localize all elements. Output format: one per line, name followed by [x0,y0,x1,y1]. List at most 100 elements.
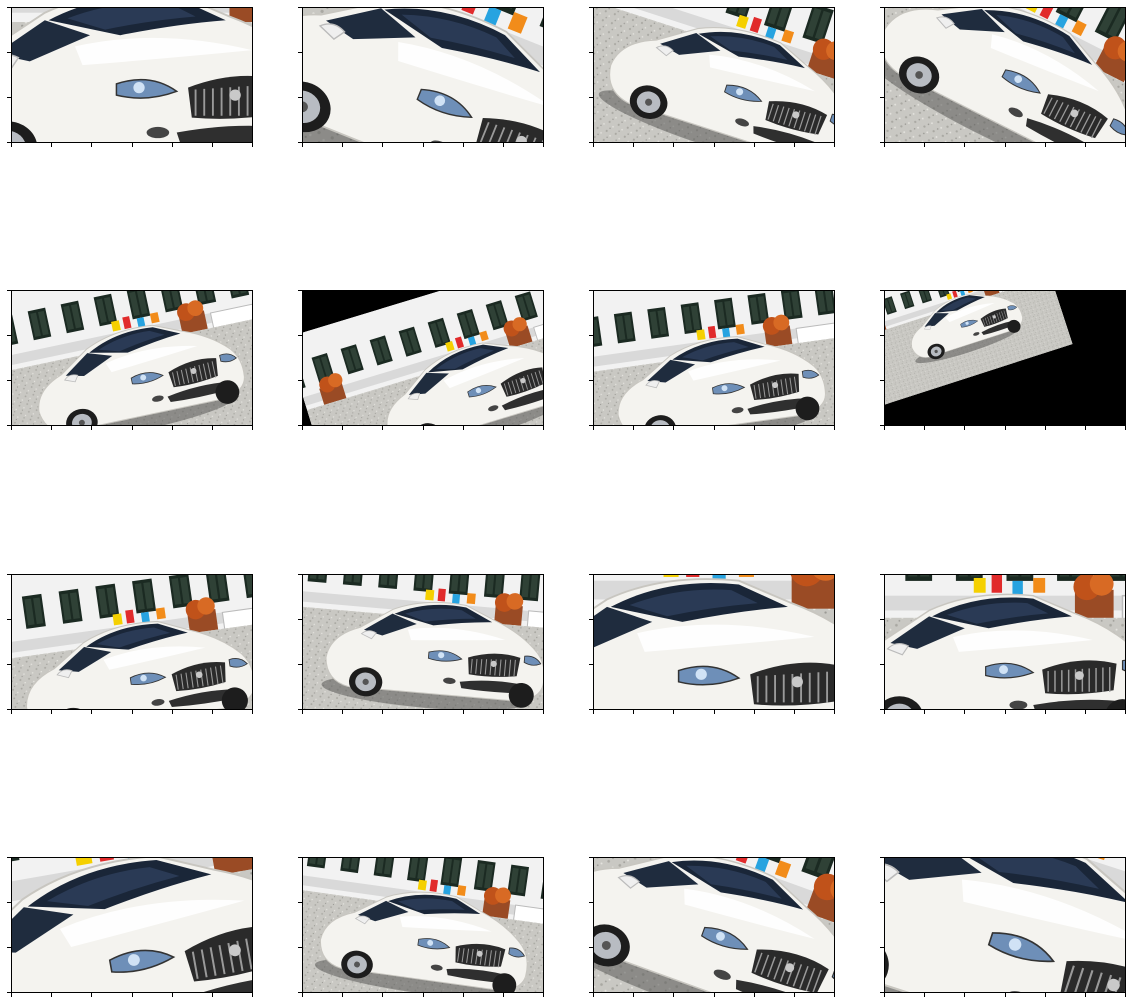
augmented-car-panel [11,7,253,143]
y-axis-tick [7,7,11,8]
x-axis-tick [423,143,424,147]
y-axis-tick [7,664,11,665]
x-axis-tick [543,710,544,714]
x-axis-tick [754,710,755,714]
augmented-car-panel [593,7,835,143]
y-axis-tick [7,992,11,993]
y-axis-tick [589,335,593,336]
x-axis-tick [1125,143,1126,147]
augmented-car-panel [302,7,544,143]
x-axis-tick [252,143,253,147]
x-axis-tick [132,710,133,714]
x-axis-tick [11,143,12,147]
x-axis-tick [423,426,424,430]
car-photo [12,291,252,425]
y-axis-tick [880,574,884,575]
y-axis-tick [298,857,302,858]
y-axis-tick [7,52,11,53]
x-axis-tick [172,993,173,997]
x-axis-tick [794,143,795,147]
y-axis-tick [298,709,302,710]
x-axis-tick [794,993,795,997]
x-axis-tick [51,993,52,997]
y-axis-tick [298,425,302,426]
x-axis-tick [1005,993,1006,997]
x-axis-tick [172,710,173,714]
x-axis-tick [714,143,715,147]
x-axis-tick [633,426,634,430]
x-axis-tick [884,993,885,997]
augmented-car-panel [593,290,835,426]
y-axis-tick [589,97,593,98]
y-axis-tick [589,52,593,53]
y-axis-tick [880,902,884,903]
x-axis-tick [673,993,674,997]
y-axis-tick [7,619,11,620]
x-axis-tick [964,993,965,997]
x-axis-tick [172,426,173,430]
x-axis-tick [754,143,755,147]
x-axis-tick [342,143,343,147]
y-axis-tick [880,709,884,710]
x-axis-tick [91,710,92,714]
augmented-car-panel [884,290,1126,426]
car-photo [303,8,543,142]
x-axis-tick [11,426,12,430]
x-axis-tick [463,710,464,714]
y-axis-tick [589,709,593,710]
x-axis-tick [302,143,303,147]
y-axis-tick [880,664,884,665]
y-axis-tick [298,7,302,8]
y-axis-tick [7,902,11,903]
x-axis-tick [51,143,52,147]
x-axis-tick [423,993,424,997]
x-axis-tick [673,143,674,147]
x-axis-tick [132,426,133,430]
x-axis-tick [1125,426,1126,430]
x-axis-tick [302,710,303,714]
car-photo [594,8,834,142]
x-axis-tick [543,993,544,997]
y-axis-tick [7,290,11,291]
x-axis-tick [543,143,544,147]
x-axis-tick [673,426,674,430]
x-axis-tick [503,426,504,430]
x-axis-tick [714,993,715,997]
y-axis-tick [7,947,11,948]
y-axis-tick [589,992,593,993]
x-axis-tick [714,426,715,430]
x-axis-tick [51,426,52,430]
x-axis-tick [503,993,504,997]
y-axis-tick [298,902,302,903]
y-axis-tick [880,619,884,620]
x-axis-tick [1085,993,1086,997]
y-axis-tick [589,574,593,575]
y-axis-tick [589,142,593,143]
augmented-car-panel [11,290,253,426]
y-axis-tick [7,425,11,426]
y-axis-tick [298,947,302,948]
car-photo [885,858,1125,992]
x-axis-tick [1005,426,1006,430]
x-axis-tick [754,993,755,997]
x-axis-tick [1125,710,1126,714]
x-axis-tick [593,993,594,997]
x-axis-tick [382,426,383,430]
x-axis-tick [212,426,213,430]
y-axis-tick [298,574,302,575]
y-axis-tick [589,947,593,948]
y-axis-tick [589,619,593,620]
x-axis-tick [543,426,544,430]
x-axis-tick [924,426,925,430]
y-axis-tick [880,425,884,426]
x-axis-tick [342,426,343,430]
car-photo [885,575,1125,709]
x-axis-tick [463,426,464,430]
y-axis-tick [298,52,302,53]
x-axis-tick [212,993,213,997]
x-axis-tick [794,710,795,714]
x-axis-tick [91,993,92,997]
car-photo [885,291,1125,425]
x-axis-tick [463,993,464,997]
x-axis-tick [302,426,303,430]
